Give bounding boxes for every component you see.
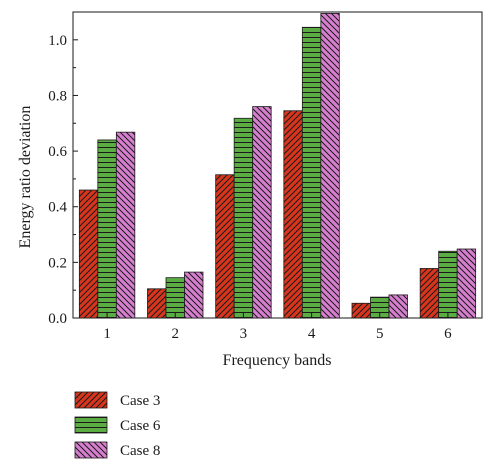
y-axis-title: Energy ratio deviation: [17, 106, 34, 249]
bar-case-8-band-2: [184, 271, 204, 319]
legend-label: Case 8: [120, 443, 160, 459]
bar-case-3-band-3: [215, 174, 235, 319]
bar-case-6-band-6: [438, 250, 458, 319]
chart-legend: Case 3 Case 6 Case 8: [74, 391, 161, 459]
bar-case-8-band-1: [115, 131, 136, 319]
bar-case-3-band-1: [78, 189, 99, 319]
bar-case-8-band-5: [388, 294, 408, 319]
bar-case-3-band-4: [283, 110, 303, 319]
legend-label: Case 6: [120, 418, 161, 434]
y-tick-label: 0.0: [48, 311, 67, 327]
legend-label: Case 3: [120, 393, 160, 409]
x-tick-label: 6: [444, 326, 452, 342]
legend-swatch-case-6: [74, 416, 108, 434]
x-tick-label: 5: [376, 326, 384, 342]
x-tick-label: 4: [308, 326, 316, 342]
y-tick-label: 0.6: [48, 144, 67, 160]
plot-frame: [72, 11, 483, 319]
bar-case-6-band-4: [301, 26, 322, 319]
legend-swatch-case-8: [74, 441, 108, 459]
x-axis-title: Frequency bands: [223, 352, 332, 369]
bar-case-3-band-6: [419, 268, 440, 319]
x-tick-label: 1: [103, 326, 111, 342]
x-tick-label: 3: [240, 326, 248, 342]
bar-case-6-band-1: [97, 139, 117, 319]
bar-case-8-band-6: [456, 248, 477, 319]
legend-swatch-case-3: [74, 391, 108, 409]
y-tick-label: 0.8: [48, 88, 67, 104]
y-tick-label: 1.0: [48, 33, 67, 49]
bar-case-3-band-5: [351, 302, 371, 319]
bar-case-6-band-3: [233, 117, 254, 319]
bar-case-8-band-4: [320, 12, 340, 319]
x-tick-label: 2: [172, 326, 180, 342]
bar-case-8-band-3: [252, 106, 272, 319]
y-tick-label: 0.2: [48, 255, 67, 271]
bar-case-3-band-2: [147, 288, 167, 319]
y-tick-label: 0.4: [48, 200, 67, 216]
bar-case-6-band-2: [165, 277, 185, 319]
